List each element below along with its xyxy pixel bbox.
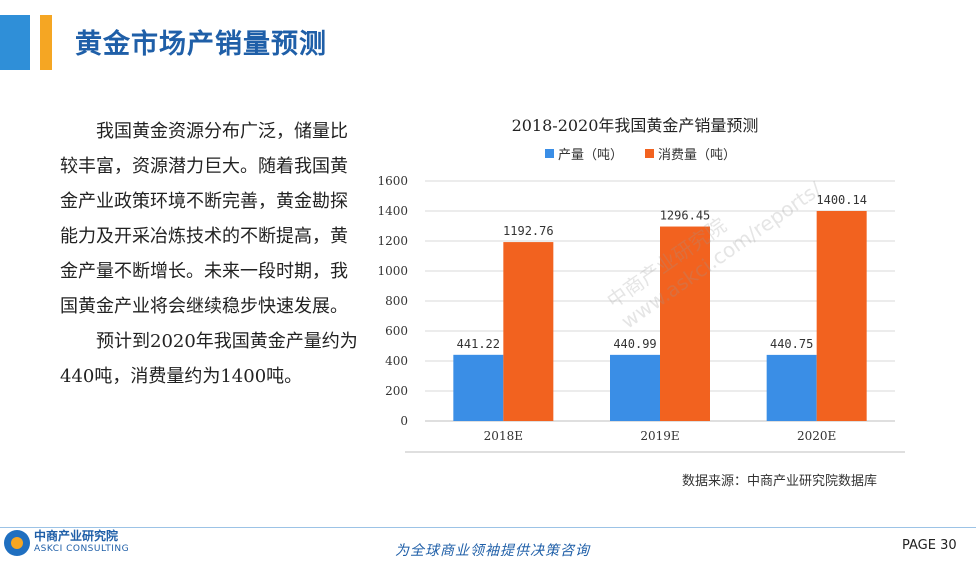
logo-name-en: ASKCI CONSULTING: [34, 544, 130, 554]
page-title: 黄金市场产销量预测: [75, 29, 327, 60]
chart-title: 2018-2020年我国黄金产销量预测: [511, 116, 759, 135]
data-label: 1192.76: [503, 224, 554, 238]
data-label: 441.22: [457, 337, 500, 351]
legend-swatch-production: [545, 149, 554, 158]
legend-label-production: 产量（吨）: [558, 148, 624, 163]
bar: [660, 226, 710, 421]
footer-divider: [0, 527, 976, 528]
data-label: 1400.14: [816, 193, 867, 207]
footer-slogan: 为全球商业领袖提供决策咨询: [395, 543, 590, 559]
y-tick-label: 800: [385, 294, 408, 308]
bar: [503, 242, 554, 421]
body-text: 我国黄金资源分布广泛，储量比较丰富，资源潜力巨大。随着我国黄金产业政策环境不断完…: [60, 114, 360, 394]
legend-swatch-consumption: [645, 149, 655, 158]
x-tick-label: 2019E: [640, 429, 679, 443]
x-tick-label: 2020E: [797, 429, 836, 443]
chart-legend: 产量（吨） 消费量（吨）: [545, 144, 736, 163]
accent-bar-blue: [0, 15, 30, 70]
x-tick-label: 2018E: [484, 429, 523, 443]
body-paragraph-1: 我国黄金资源分布广泛，储量比较丰富，资源潜力巨大。随着我国黄金产业政策环境不断完…: [60, 121, 348, 317]
y-tick-label: 400: [385, 354, 408, 368]
logo-icon: [4, 530, 30, 556]
legend-label-consumption: 消费量（吨）: [658, 148, 737, 163]
y-tick-label: 0: [400, 414, 408, 428]
bar: [453, 354, 504, 421]
bar: [766, 354, 817, 421]
legend-item-consumption: 消费量（吨）: [645, 144, 736, 163]
y-tick-label: 600: [385, 324, 408, 338]
data-label: 1296.45: [660, 209, 711, 223]
body-paragraph-2: 预计到2020年我国黄金产量约为440吨，消费量约为1400吨。: [60, 331, 358, 387]
bar: [816, 210, 867, 421]
y-tick-label: 1600: [377, 174, 408, 188]
y-tick-label: 1400: [377, 204, 408, 218]
bar: [610, 354, 660, 421]
y-tick-label: 200: [385, 384, 408, 398]
data-label: 440.99: [613, 337, 656, 351]
accent-bar-orange: [40, 15, 52, 70]
logo-name-cn: 中商产业研究院: [34, 529, 119, 543]
legend-item-production: 产量（吨）: [545, 144, 623, 163]
y-tick-label: 1200: [377, 234, 408, 248]
company-logo: 中商产业研究院 ASKCI CONSULTING: [4, 530, 129, 556]
page-number: PAGE 30: [902, 538, 957, 553]
data-label: 440.75: [770, 337, 813, 351]
data-source: 数据来源：中商产业研究院数据库: [682, 474, 878, 489]
y-tick-label: 1000: [377, 264, 408, 278]
